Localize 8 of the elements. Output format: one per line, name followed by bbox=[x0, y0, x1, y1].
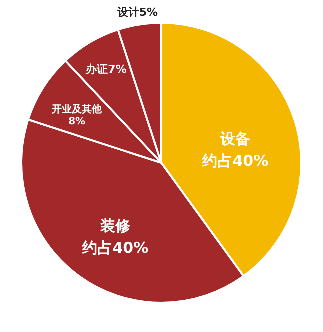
data-label: 约占40% bbox=[202, 152, 269, 170]
slice-label: 办证7% bbox=[85, 63, 127, 76]
slice-label: 设计5% bbox=[116, 6, 158, 19]
slice-label: 装修 bbox=[100, 217, 132, 236]
data-label: 8% bbox=[68, 116, 86, 128]
data-label: 约占40% bbox=[82, 239, 149, 258]
slice-label: 设备 bbox=[220, 130, 251, 148]
slice-label: 开业及其他 bbox=[51, 103, 104, 116]
